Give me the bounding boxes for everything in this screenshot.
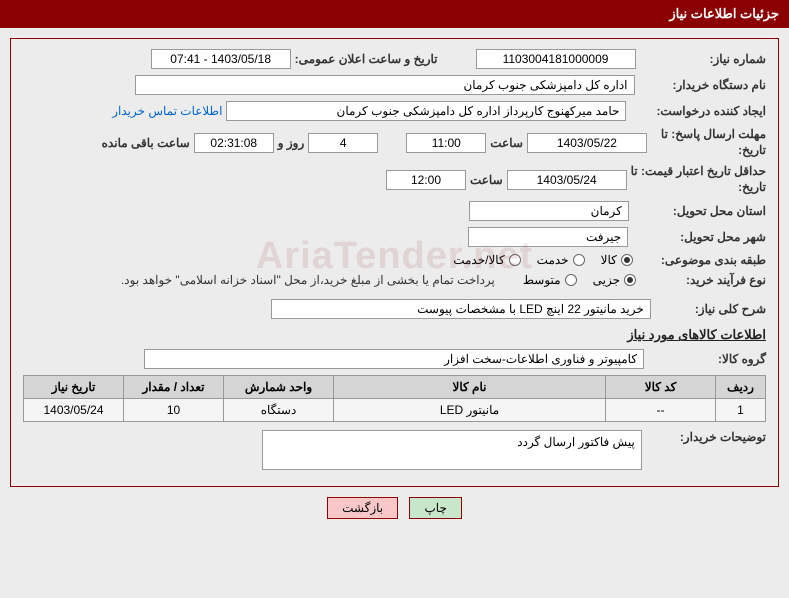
radio-label: کالا/خدمت	[453, 253, 504, 267]
deadline-label: مهلت ارسال پاسخ: تا تاریخ:	[661, 127, 766, 158]
proc-option-1[interactable]: متوسط	[523, 273, 577, 287]
buyer-notes-value: پیش فاکتور ارسال گردد	[262, 430, 642, 470]
radio-label: خدمت	[537, 253, 569, 267]
desc-label: شرح کلی نیاز:	[695, 302, 766, 316]
time-word-1: ساعت	[490, 136, 523, 150]
row-validity: حداقل تاریخ اعتبار قیمت: تا تاریخ: 1403/…	[23, 164, 766, 195]
desc-value: خرید مانیتور 22 اینچ LED با مشخصات پیوست	[271, 299, 651, 319]
remain-word: ساعت باقی مانده	[102, 136, 190, 150]
row-need-no: شماره نیاز: 1103004181000009 تاریخ و ساع…	[23, 49, 766, 69]
cell-date: 1403/05/24	[24, 399, 124, 422]
th-row: ردیف	[716, 376, 766, 399]
org-label: نام دستگاه خریدار:	[673, 78, 767, 92]
radio-label: کالا	[601, 253, 617, 267]
contact-link[interactable]: اطلاعات تماس خریدار	[112, 104, 222, 118]
row-requester: ایجاد کننده درخواست: حامد میرکهنوج کارپر…	[23, 101, 766, 121]
th-name: نام کالا	[334, 376, 606, 399]
radio-icon	[624, 274, 636, 286]
goods-section-title: اطلاعات کالاهای مورد نیاز	[23, 327, 766, 343]
items-table: ردیف کد کالا نام کالا واحد شمارش تعداد /…	[23, 375, 766, 422]
radio-icon	[509, 254, 521, 266]
validity-date: 1403/05/24	[507, 170, 627, 190]
button-bar: چاپ بازگشت	[0, 497, 789, 525]
cell-unit: دستگاه	[224, 399, 334, 422]
table-header-row: ردیف کد کالا نام کالا واحد شمارش تعداد /…	[24, 376, 766, 399]
city-label: شهر محل تحویل:	[680, 230, 766, 244]
cell-qty: 10	[124, 399, 224, 422]
th-date: تاریخ نیاز	[24, 376, 124, 399]
cell-code: --	[606, 399, 716, 422]
th-unit: واحد شمارش	[224, 376, 334, 399]
class-option-1[interactable]: خدمت	[537, 253, 585, 267]
row-city: شهر محل تحویل: جیرفت	[23, 227, 766, 247]
row-buyer-notes: توضیحات خریدار: پیش فاکتور ارسال گردد	[23, 430, 766, 470]
proc-radio-group: جزیی متوسط	[523, 273, 636, 287]
group-value: کامپیوتر و فناوری اطلاعات-سخت افزار	[144, 349, 644, 369]
validity-time: 12:00	[386, 170, 466, 190]
days-and: روز و	[278, 136, 305, 150]
details-box: شماره نیاز: 1103004181000009 تاریخ و ساع…	[10, 38, 779, 487]
validity-label: حداقل تاریخ اعتبار قیمت: تا تاریخ:	[631, 164, 766, 195]
requester-value: حامد میرکهنوج کارپرداز اداره کل دامپزشکی…	[226, 101, 626, 121]
class-radio-group: کالا خدمت کالا/خدمت	[453, 253, 633, 267]
radio-icon	[565, 274, 577, 286]
back-button[interactable]: بازگشت	[327, 497, 398, 519]
cell-name: مانیتور LED	[334, 399, 606, 422]
requester-label: ایجاد کننده درخواست:	[656, 104, 766, 118]
th-qty: تعداد / مقدار	[124, 376, 224, 399]
row-org: نام دستگاه خریدار: اداره کل دامپزشکی جنو…	[23, 75, 766, 95]
row-group: گروه کالا: کامپیوتر و فناوری اطلاعات-سخت…	[23, 349, 766, 369]
print-button[interactable]: چاپ	[409, 497, 461, 519]
th-code: کد کالا	[606, 376, 716, 399]
panel-title: جزئیات اطلاعات نیاز	[669, 6, 779, 21]
announce-label: تاریخ و ساعت اعلان عمومی:	[295, 52, 438, 66]
announce-value: 1403/05/18 - 07:41	[151, 49, 291, 69]
row-description: شرح کلی نیاز: خرید مانیتور 22 اینچ LED ب…	[23, 299, 766, 319]
buyer-notes-label: توضیحات خریدار:	[680, 430, 766, 444]
class-option-0[interactable]: کالا	[601, 253, 633, 267]
proc-option-0[interactable]: جزیی	[593, 273, 636, 287]
days-value: 4	[308, 133, 378, 153]
time-word-2: ساعت	[470, 173, 503, 187]
province-value: کرمان	[469, 201, 629, 221]
radio-label: متوسط	[523, 273, 561, 287]
deadline-date: 1403/05/22	[527, 133, 647, 153]
row-process: نوع فرآیند خرید: جزیی متوسط پرداخت تمام ی…	[23, 273, 766, 287]
class-label: طبقه بندی موضوعی:	[661, 253, 766, 267]
countdown: 02:31:08	[194, 133, 274, 153]
row-classification: طبقه بندی موضوعی: کالا خدمت کالا/خدمت	[23, 253, 766, 267]
group-label: گروه کالا:	[718, 352, 766, 366]
row-province: استان محل تحویل: کرمان	[23, 201, 766, 221]
payment-note: پرداخت تمام یا بخشی از مبلغ خرید،از محل …	[121, 273, 495, 287]
row-deadline: مهلت ارسال پاسخ: تا تاریخ: 1403/05/22 سا…	[23, 127, 766, 158]
org-value: اداره کل دامپزشکی جنوب کرمان	[135, 75, 635, 95]
deadline-time: 11:00	[406, 133, 486, 153]
radio-label: جزیی	[593, 273, 620, 287]
need-no-value: 1103004181000009	[476, 49, 636, 69]
province-label: استان محل تحویل:	[673, 204, 766, 218]
panel-header: جزئیات اطلاعات نیاز	[0, 0, 789, 28]
class-option-2[interactable]: کالا/خدمت	[453, 253, 520, 267]
radio-icon	[621, 254, 633, 266]
proc-label: نوع فرآیند خرید:	[686, 273, 766, 287]
radio-icon	[573, 254, 585, 266]
table-row: 1--مانیتور LEDدستگاه101403/05/24	[24, 399, 766, 422]
cell-row: 1	[716, 399, 766, 422]
need-no-label: شماره نیاز:	[710, 52, 766, 66]
city-value: جیرفت	[468, 227, 628, 247]
